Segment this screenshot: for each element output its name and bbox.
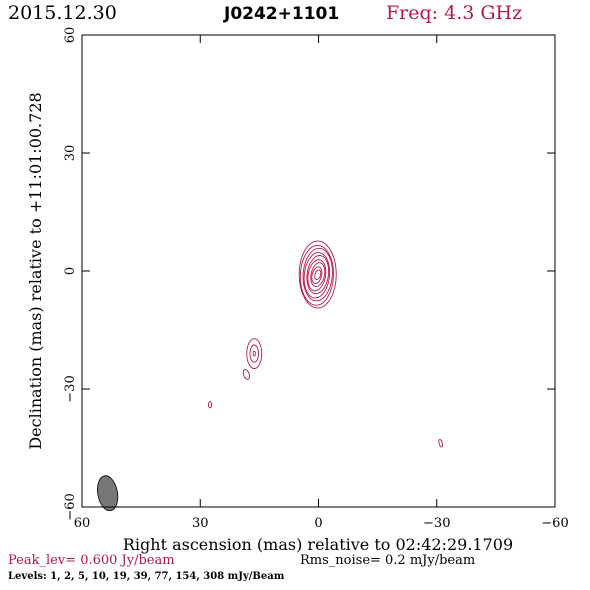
contour-line <box>303 252 331 299</box>
x-axis-label: Right ascension (mas) relative to 02:42:… <box>123 535 513 554</box>
y-tick-label: 30 <box>63 145 78 162</box>
contour-line <box>252 350 256 357</box>
frequency-label: Freq: 4.3 GHz <box>386 2 523 24</box>
beam-group <box>97 475 119 512</box>
y-tick-label: −30 <box>63 375 78 402</box>
y-tick-label: −60 <box>63 493 78 520</box>
contour-line <box>311 266 323 285</box>
contour-line <box>438 439 443 448</box>
contour-line <box>208 401 213 409</box>
epoch-date: 2015.12.30 <box>8 2 117 24</box>
x-tick-label: 60 <box>74 516 91 531</box>
contour-line <box>299 245 334 306</box>
contour-line <box>249 344 260 363</box>
contour-line <box>307 259 327 292</box>
contour-line <box>306 255 330 295</box>
contour-line <box>314 269 322 280</box>
plot-frame <box>81 34 556 508</box>
contour-line <box>302 247 333 302</box>
contour-levels: Levels: 1, 2, 5, 10, 19, 39, 77, 154, 30… <box>8 571 285 582</box>
axis-ticks <box>81 34 556 508</box>
contour-line <box>246 338 263 369</box>
contour-line <box>242 369 250 380</box>
source-name: J0242+1101 <box>224 4 340 24</box>
contour-line <box>310 262 326 288</box>
x-tick-label: −60 <box>541 516 568 531</box>
x-tick-label: 30 <box>192 516 209 531</box>
x-tick-label: 0 <box>314 516 322 531</box>
y-tick-label: 60 <box>63 27 78 44</box>
contour-group <box>208 240 443 448</box>
x-tick-label: −30 <box>423 516 450 531</box>
tick-labels: 60 30 0 −30 −60 −60 −30 0 30 60 <box>63 27 569 531</box>
restoring-beam <box>97 475 119 512</box>
contour-line <box>298 240 337 309</box>
peak-level: Peak_lev= 0.600 Jy/beam <box>8 553 175 568</box>
y-tick-label: 0 <box>63 267 78 275</box>
rms-noise: Rms_noise= 0.2 mJy/beam <box>300 553 476 568</box>
y-axis-label: Declination (mas) relative to +11:01:00.… <box>26 92 45 449</box>
